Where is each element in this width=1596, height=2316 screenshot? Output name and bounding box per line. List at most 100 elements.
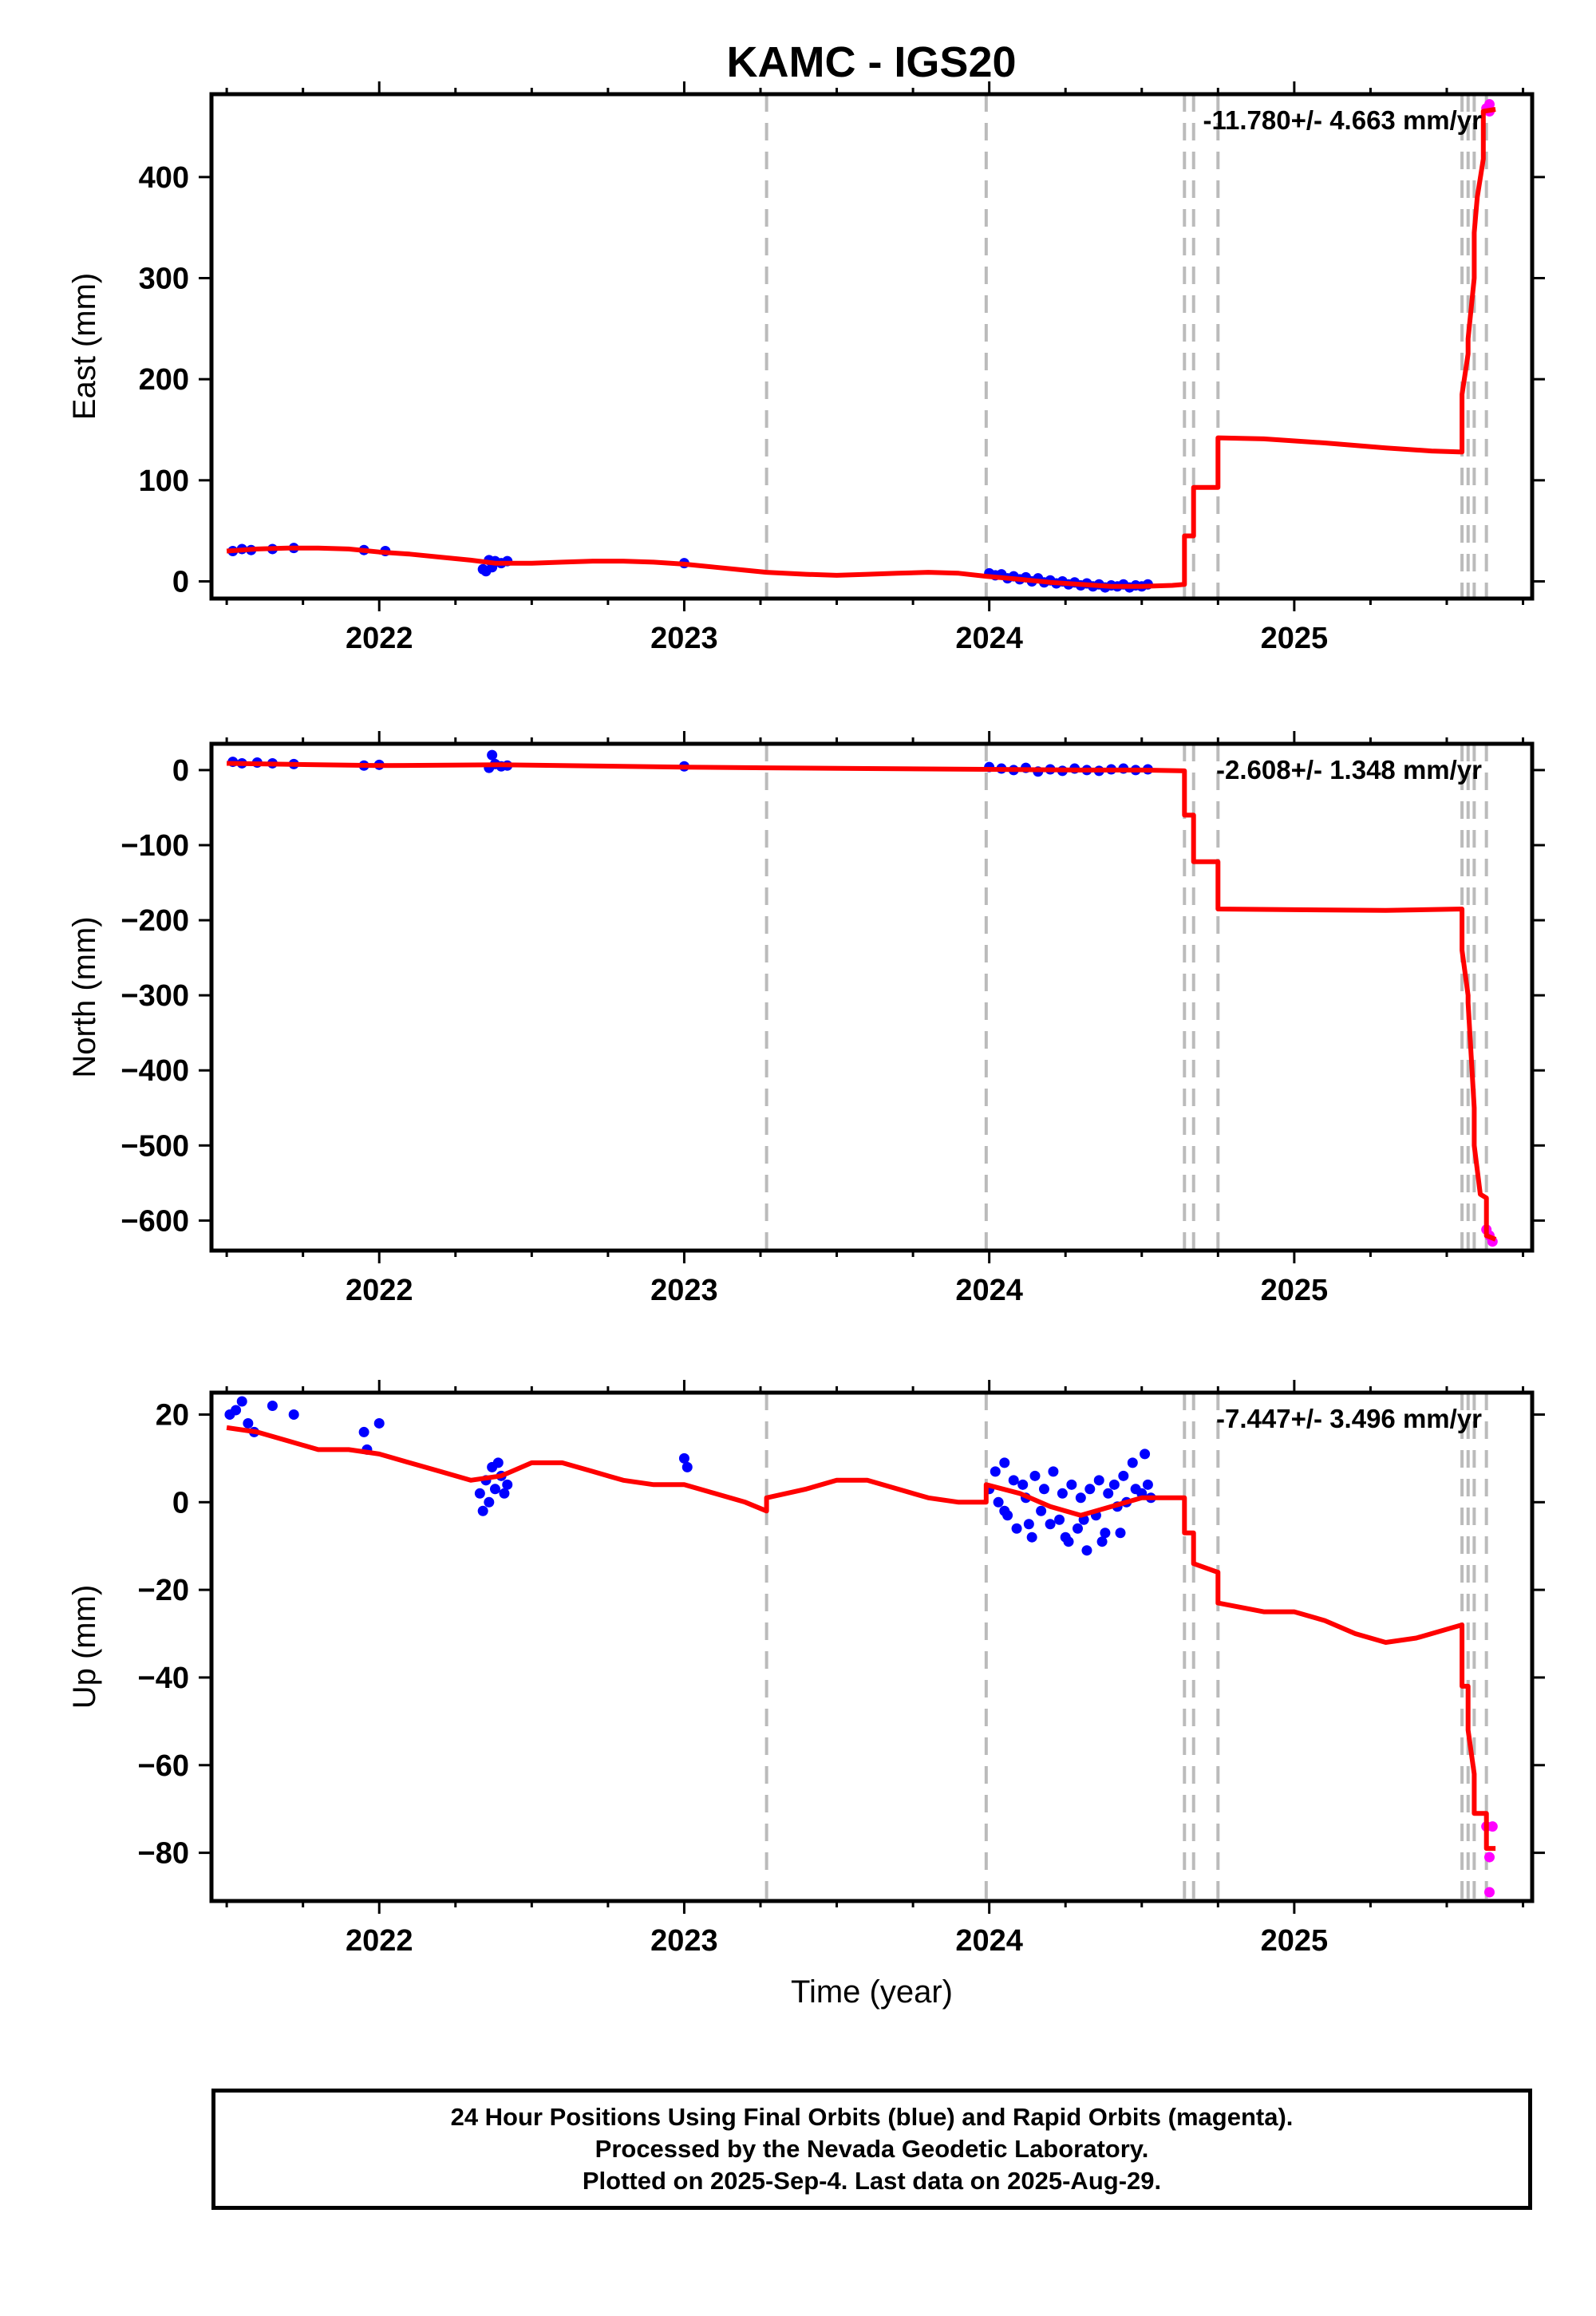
final-orbit-point [502, 1479, 513, 1490]
model-fit-line [226, 107, 1496, 589]
panel-north: 2022 2023 2024 2025 0 −100 −200 −300 −400 −500 −60… [67, 731, 1545, 1307]
final-orbit-point [1093, 1475, 1104, 1486]
model-fit-line [227, 761, 1497, 1242]
footer-line-processed: Processed by the Nevada Geodetic Laborat… [595, 2135, 1149, 2163]
panel-up: 2022 2023 2024 2025 20 0 −20 −40 −60 −80 Up (mm) Ti… [67, 1380, 1545, 2010]
final-orbit-point [999, 1505, 1010, 1516]
x-tick-label: 2023 [650, 622, 718, 655]
final-orbit-point [484, 1496, 495, 1508]
velocity-rate-label: -11.780+/- 4.663 mm/yr [1203, 105, 1483, 135]
rapid-orbit-point [1483, 1852, 1495, 1863]
final-orbit-point [1054, 1514, 1065, 1525]
y-tick-label: 20 [156, 1398, 189, 1432]
axes-frame [209, 92, 1535, 601]
final-orbit-point [1108, 1479, 1120, 1490]
final-orbit-point [678, 1452, 689, 1464]
y-tick-label: 100 [139, 464, 189, 498]
model-fit-line [226, 1425, 1496, 1852]
final-orbit-point [1011, 1523, 1022, 1534]
y-axis-label: Up (mm) [67, 1585, 102, 1709]
footer-caption-box: 24 Hour Positions Using Final Orbits (bl… [211, 2089, 1532, 2210]
final-orbit-point [267, 1400, 278, 1411]
final-orbit-point [1115, 1528, 1126, 1539]
y-axis-label: East (mm) [67, 273, 102, 420]
final-orbit-point [474, 1488, 485, 1499]
final-orbit-point [499, 1488, 510, 1499]
x-tick-label: 2022 [346, 1274, 413, 1307]
final-orbit-point [1026, 1531, 1037, 1543]
final-orbit-point [1096, 1536, 1108, 1547]
final-orbit-point [492, 1457, 504, 1468]
x-axis-label: Time (year) [791, 1974, 953, 2010]
final-orbit-point [990, 1466, 1001, 1477]
final-orbit-point [1017, 1479, 1029, 1490]
y-tick-label: 200 [139, 363, 189, 397]
final-orbit-point [231, 1405, 242, 1416]
final-orbit-point [1048, 1466, 1059, 1477]
x-tick-label: 2025 [1261, 1924, 1329, 1958]
y-tick-label: 400 [139, 161, 189, 195]
plot-area-up [224, 1393, 1498, 1901]
rapid-orbit-point [1487, 1821, 1498, 1832]
final-orbit-point [1029, 1470, 1041, 1481]
y-tick-label: 0 [172, 565, 189, 599]
final-orbit-point [1084, 1484, 1096, 1495]
final-orbit-point [1060, 1531, 1071, 1543]
y-tick-label: −600 [120, 1204, 189, 1238]
final-orbit-point [489, 1484, 500, 1495]
final-orbit-point [477, 1505, 488, 1516]
y-tick-label: −500 [120, 1129, 189, 1163]
final-orbit-point [1127, 1457, 1138, 1468]
plot-area-east [226, 94, 1496, 599]
x-tick-label: 2022 [346, 622, 413, 655]
final-orbit-point [1023, 1519, 1034, 1530]
footer-line-plotted: Plotted on 2025-Sep-4. Last data on 2025… [582, 2167, 1162, 2195]
panel-east: 2022 2023 2024 2025 0 100 200 300 400 East (mm) -1… [67, 81, 1545, 655]
final-orbit-point [373, 1417, 385, 1429]
rapid-orbit-point [1483, 1887, 1495, 1898]
x-tick-label: 2024 [955, 1924, 1023, 1958]
final-orbit-point [358, 1426, 369, 1437]
y-tick-label: −20 [138, 1574, 189, 1607]
axes-frame [209, 741, 1535, 1253]
y-tick-label: −80 [138, 1837, 189, 1871]
final-orbit-point [1066, 1479, 1077, 1490]
x-tick-label: 2024 [955, 622, 1023, 655]
x-tick-label: 2024 [955, 1274, 1023, 1307]
y-tick-label: −200 [120, 904, 189, 938]
final-orbit-point [681, 1461, 693, 1472]
velocity-rate-label: -2.608+/- 1.348 mm/yr [1216, 755, 1482, 785]
x-tick-label: 2022 [346, 1924, 413, 1958]
velocity-rate-label: -7.447+/- 3.496 mm/yr [1216, 1404, 1482, 1433]
y-axis-label: North (mm) [67, 916, 102, 1077]
x-tick-label: 2023 [650, 1274, 718, 1307]
final-orbit-point [1008, 1475, 1019, 1486]
y-tick-label: 0 [172, 754, 189, 788]
x-tick-label: 2025 [1261, 1274, 1329, 1307]
y-tick-label: 0 [172, 1486, 189, 1520]
axes-frame [209, 1390, 1535, 1903]
final-orbit-point [243, 1417, 254, 1429]
final-orbit-point [1045, 1519, 1056, 1530]
final-orbit-point [999, 1457, 1010, 1468]
final-orbit-point [1075, 1492, 1086, 1504]
final-orbit-point [1140, 1448, 1151, 1460]
y-tick-label: −400 [120, 1054, 189, 1088]
x-tick-label: 2025 [1261, 622, 1329, 655]
y-tick-label: −60 [138, 1749, 189, 1783]
y-tick-label: −300 [120, 979, 189, 1013]
final-orbit-point [1081, 1545, 1092, 1556]
final-orbit-point [1100, 1528, 1111, 1539]
final-orbit-point [236, 1396, 247, 1407]
final-orbit-point [993, 1496, 1004, 1508]
x-tick-label: 2023 [650, 1924, 718, 1958]
y-tick-label: 300 [139, 263, 189, 296]
final-orbit-point [1142, 1479, 1153, 1490]
final-orbit-point [1057, 1488, 1068, 1499]
footer-line-orbits: 24 Hour Positions Using Final Orbits (bl… [450, 2103, 1294, 2131]
final-orbit-point [1118, 1470, 1129, 1481]
final-orbit-point [1072, 1523, 1083, 1534]
final-orbit-point [1036, 1505, 1047, 1516]
final-orbit-point [1038, 1484, 1049, 1495]
